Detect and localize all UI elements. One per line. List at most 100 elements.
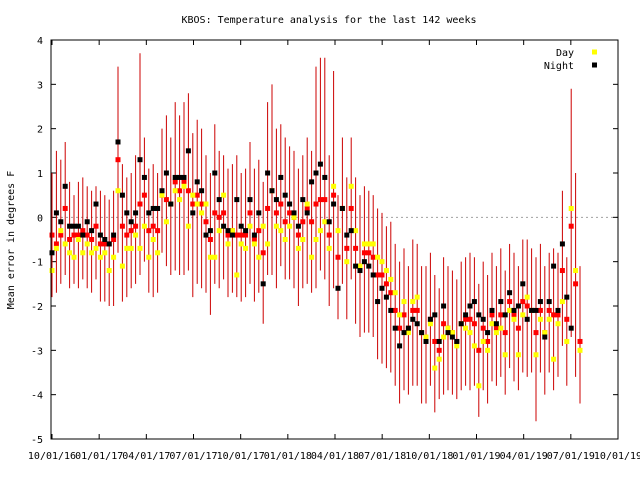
x-tick-label: 04/01/17 (122, 451, 170, 462)
combined-point (331, 192, 337, 198)
combined-point (172, 179, 178, 185)
day-point (181, 183, 187, 189)
night-point (520, 281, 526, 287)
combined-point (97, 241, 103, 247)
combined-point (498, 312, 504, 318)
combined-point (476, 347, 482, 353)
combined-point (260, 250, 266, 256)
combined-point (348, 205, 354, 211)
y-tick-label: 3 (37, 80, 43, 91)
day-point (449, 330, 455, 336)
night-point (221, 223, 227, 229)
night-point (559, 241, 565, 247)
combined-point (146, 228, 152, 234)
night-point (471, 299, 477, 305)
day-point (463, 325, 469, 331)
night-point (256, 210, 262, 216)
combined-point (493, 325, 499, 331)
night-point (344, 232, 350, 238)
combined-point (84, 232, 90, 238)
legend: Day Night (544, 48, 597, 72)
combined-point (309, 219, 315, 225)
night-point (163, 170, 169, 176)
day-point (436, 356, 442, 362)
day-point (559, 299, 565, 305)
day-point (67, 250, 73, 256)
night-point (168, 201, 174, 207)
day-point (119, 263, 125, 269)
y-tick-label: 1 (37, 169, 43, 180)
combined-point (489, 312, 495, 318)
day-point (568, 205, 574, 211)
combined-point (573, 281, 579, 287)
night-point (185, 148, 191, 154)
day-point (256, 254, 262, 260)
combined-point (119, 223, 125, 229)
night-point (203, 232, 209, 238)
combined-point (67, 237, 73, 242)
combined-point (507, 299, 513, 305)
combined-point (392, 307, 398, 313)
day-point (551, 356, 557, 362)
day-point (401, 299, 407, 305)
day-point (115, 188, 121, 194)
night-point (432, 312, 438, 318)
x-tick-label: 01/01/17 (75, 451, 123, 462)
day-point (361, 241, 367, 247)
combined-point (128, 228, 134, 234)
combined-point (441, 321, 447, 327)
night-point (159, 188, 165, 194)
day-point (194, 201, 200, 207)
night-point (273, 197, 279, 203)
night-point (212, 170, 218, 176)
night-point (124, 210, 130, 216)
day-point (520, 312, 526, 318)
combined-point (185, 188, 191, 194)
night-point (115, 139, 121, 145)
day-point (84, 241, 90, 247)
combined-point (207, 237, 213, 242)
day-point (379, 259, 385, 265)
night-point (287, 201, 293, 207)
combined-point (551, 312, 557, 318)
night-point (546, 299, 552, 305)
day-point (397, 312, 403, 318)
combined-point (177, 188, 183, 194)
night-point (238, 223, 244, 229)
day-point (53, 245, 59, 251)
combined-point (133, 223, 139, 229)
night-point (485, 330, 491, 336)
combined-point (62, 205, 68, 211)
day-point (159, 192, 165, 198)
combined-point (366, 250, 372, 256)
night-point (141, 174, 147, 180)
night-point (537, 299, 543, 305)
combined-point (247, 210, 253, 216)
night-point (133, 210, 139, 216)
day-point (282, 237, 288, 242)
night-point (467, 303, 473, 309)
combined-point (524, 303, 530, 309)
day-point (58, 228, 64, 234)
combined-point (58, 232, 64, 238)
day-point (260, 223, 266, 229)
day-point (335, 228, 341, 234)
day-point (97, 254, 103, 260)
night-point (397, 343, 403, 349)
combined-point (436, 347, 442, 353)
day-point (357, 263, 363, 269)
day-point (533, 352, 539, 358)
combined-point (326, 232, 332, 238)
night-point (111, 232, 117, 238)
combined-point (383, 281, 389, 287)
night-point (555, 307, 561, 313)
night-point (49, 250, 55, 256)
combined-point (124, 232, 130, 238)
night-point (489, 307, 495, 313)
legend-marker (592, 49, 597, 55)
night-point (265, 170, 271, 176)
day-point (291, 214, 297, 220)
combined-point (414, 307, 420, 313)
night-point (339, 205, 345, 211)
combined-point (361, 250, 367, 256)
